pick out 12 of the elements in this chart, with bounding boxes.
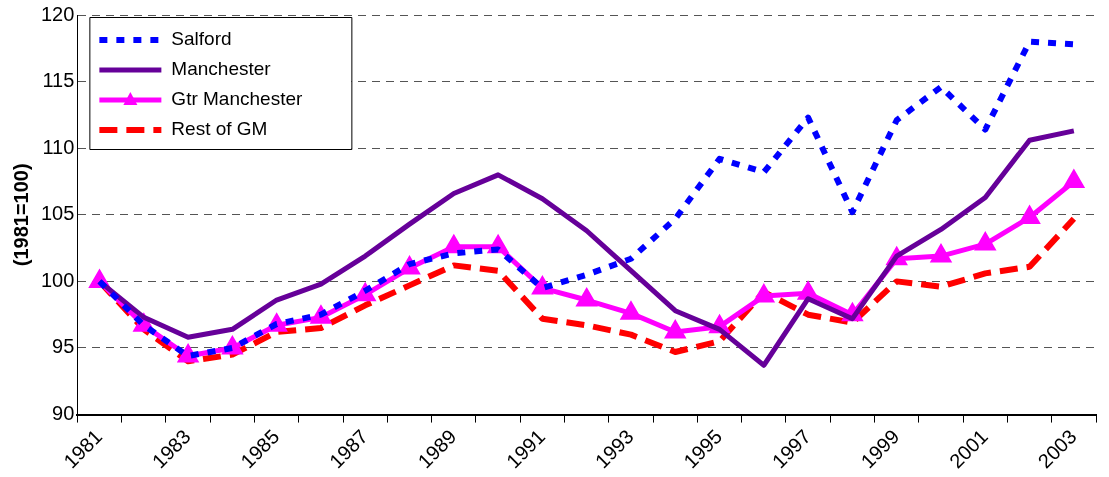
y-tick-label: 110 (42, 135, 75, 158)
y-tick-label: 120 (40, 2, 75, 25)
y-tick-label: 100 (40, 268, 75, 291)
legend-label: Manchester (171, 58, 272, 80)
y-axis-title: (1981=100) (9, 163, 32, 267)
legend-label: Rest of GM (171, 118, 268, 140)
y-tick-label: 90 (52, 402, 75, 425)
y-tick-label: 115 (42, 69, 75, 92)
y-tick-label: 95 (52, 335, 75, 358)
y-tick-label: 105 (40, 202, 75, 225)
legend-label: Salford (171, 28, 232, 50)
legend-label: Gtr Manchester (171, 88, 303, 110)
